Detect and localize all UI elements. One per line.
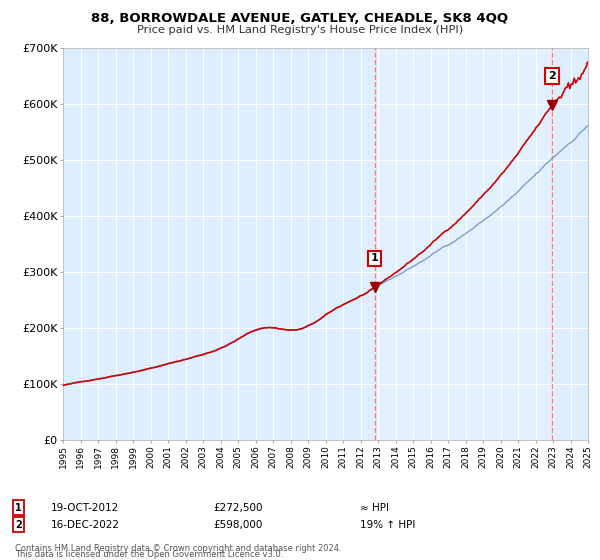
Text: 1: 1 xyxy=(15,503,22,513)
Text: 2: 2 xyxy=(548,71,556,81)
Text: This data is licensed under the Open Government Licence v3.0.: This data is licensed under the Open Gov… xyxy=(15,550,283,559)
Bar xyxy=(374,48,552,440)
Text: Contains HM Land Registry data © Crown copyright and database right 2024.: Contains HM Land Registry data © Crown c… xyxy=(15,544,341,553)
Text: 16-DEC-2022: 16-DEC-2022 xyxy=(51,520,120,530)
Text: 19% ↑ HPI: 19% ↑ HPI xyxy=(360,520,415,530)
Text: £598,000: £598,000 xyxy=(213,520,262,530)
Text: 88, BORROWDALE AVENUE, GATLEY, CHEADLE, SK8 4QQ: 88, BORROWDALE AVENUE, GATLEY, CHEADLE, … xyxy=(91,12,509,25)
Text: 19-OCT-2012: 19-OCT-2012 xyxy=(51,503,119,513)
Text: 2: 2 xyxy=(15,520,22,530)
Text: Price paid vs. HM Land Registry's House Price Index (HPI): Price paid vs. HM Land Registry's House … xyxy=(137,25,463,35)
Text: 1: 1 xyxy=(371,254,379,264)
Text: £272,500: £272,500 xyxy=(213,503,263,513)
Text: ≈ HPI: ≈ HPI xyxy=(360,503,389,513)
